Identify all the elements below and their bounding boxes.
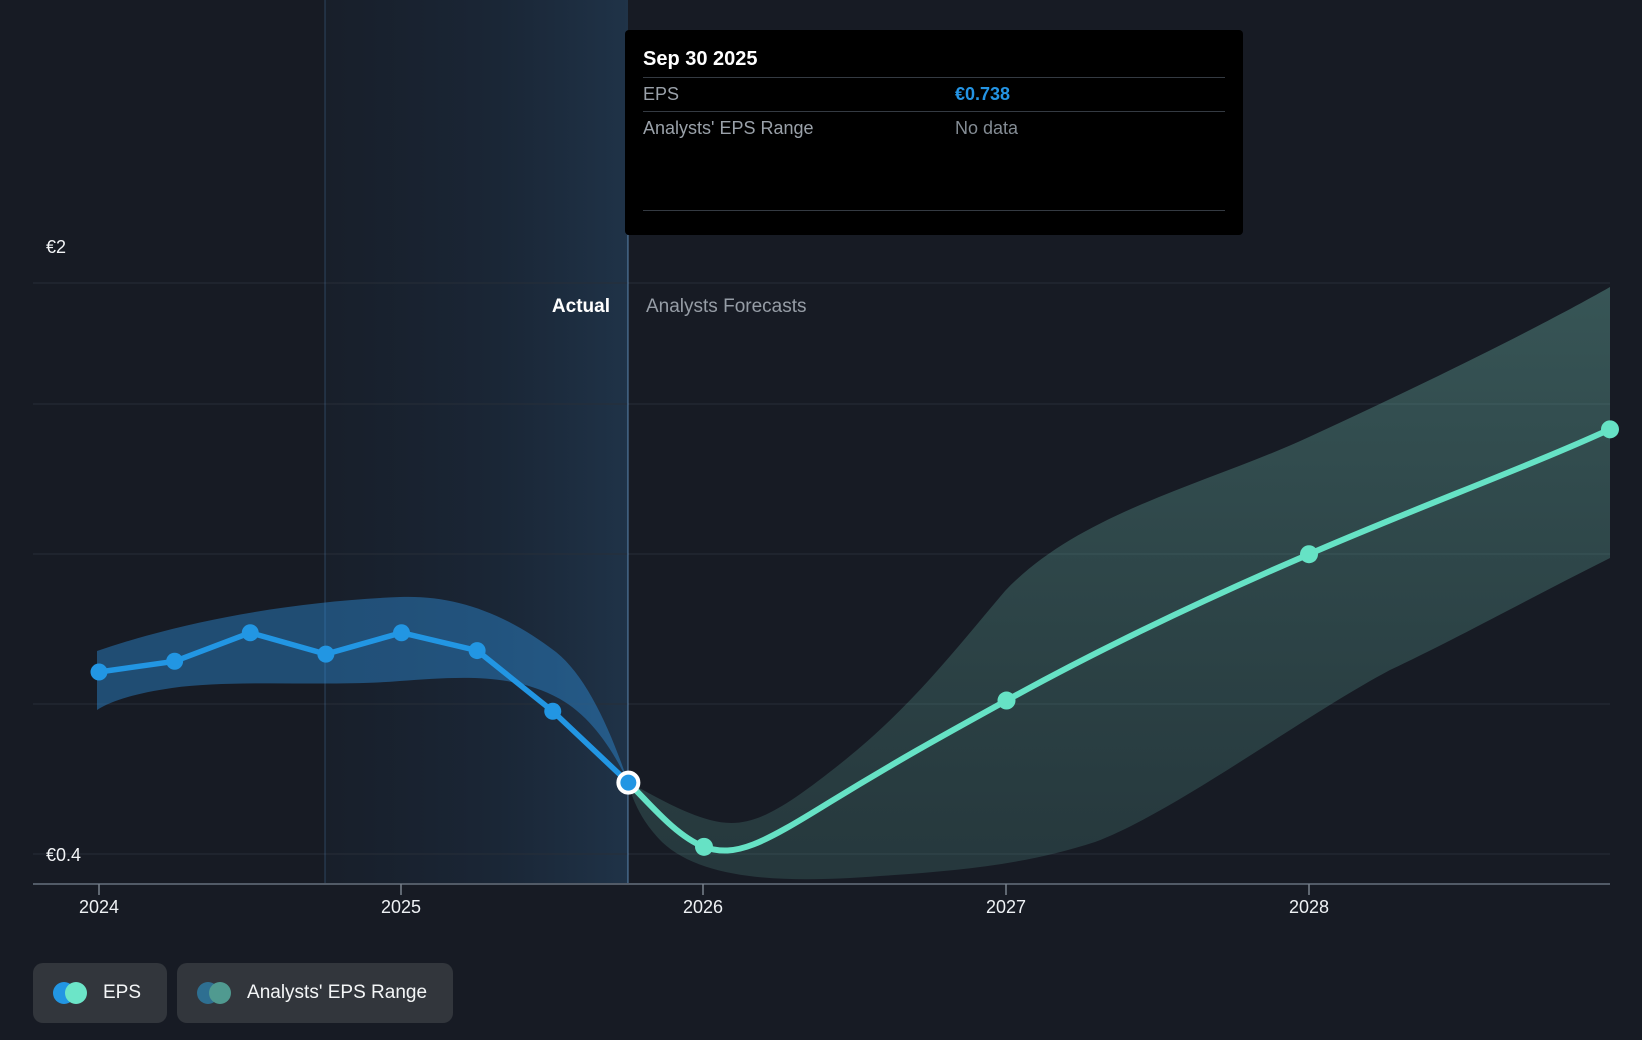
tooltip-row-eps: EPS €0.738 bbox=[643, 77, 1225, 111]
analysts-range-series-icon bbox=[197, 982, 232, 1004]
tooltip-eps-value: €0.738 bbox=[955, 84, 1011, 104]
analysts-eps-range-band bbox=[628, 287, 1610, 880]
data-point[interactable] bbox=[544, 702, 562, 720]
actual-data-points[interactable] bbox=[90, 624, 641, 795]
data-point[interactable] bbox=[166, 652, 184, 670]
data-point[interactable] bbox=[468, 642, 486, 660]
forecast-phase-label: Analysts Forecasts bbox=[646, 296, 807, 317]
x-tick-2026: 2026 bbox=[682, 897, 724, 917]
tooltip-date: Sep 30 2025 bbox=[643, 48, 758, 70]
data-point[interactable] bbox=[695, 837, 713, 856]
legend-pill-analysts-eps-range[interactable]: Analysts' EPS Range bbox=[177, 963, 454, 1023]
data-point[interactable] bbox=[1300, 545, 1318, 564]
data-point[interactable] bbox=[241, 624, 259, 642]
x-tick-2025: 2025 bbox=[380, 897, 422, 917]
tooltip-eps-label: EPS bbox=[643, 84, 680, 104]
actual-eps-line bbox=[96, 629, 632, 786]
eps-series-icon bbox=[53, 982, 87, 1004]
tooltip-range-label: Analysts' EPS Range bbox=[643, 118, 814, 138]
data-point[interactable] bbox=[616, 770, 641, 795]
data-point[interactable] bbox=[90, 663, 108, 681]
x-tick-2028: 2028 bbox=[1288, 897, 1330, 917]
data-point[interactable] bbox=[1600, 420, 1619, 439]
highlight-window bbox=[325, 0, 628, 884]
data-point[interactable] bbox=[393, 624, 410, 642]
x-tick-2024: 2024 bbox=[78, 897, 120, 917]
tooltip-range-value: No data bbox=[955, 118, 1019, 138]
data-point[interactable] bbox=[997, 691, 1016, 710]
chart-tooltip: Sep 30 2025 EPS €0.738 Analysts' EPS Ran… bbox=[625, 30, 1243, 235]
legend-analysts-range-label: Analysts' EPS Range bbox=[247, 982, 428, 1003]
tooltip-footer-divider bbox=[643, 210, 1225, 211]
x-axis bbox=[33, 883, 1610, 895]
y-axis-label-min: €0.4 bbox=[46, 845, 82, 865]
legend-pill-eps[interactable]: EPS bbox=[33, 963, 168, 1023]
legend: EPS Analysts' EPS Range bbox=[33, 963, 454, 1023]
y-axis-label-max: €2 bbox=[46, 237, 67, 257]
tooltip-range-row: Analysts' EPS Range No data bbox=[643, 111, 1225, 145]
forecast-data-points[interactable] bbox=[695, 420, 1619, 856]
legend-eps-label: EPS bbox=[103, 982, 142, 1003]
data-point[interactable] bbox=[317, 645, 335, 663]
actual-phase-label: Actual bbox=[551, 296, 610, 317]
x-tick-2027: 2027 bbox=[985, 897, 1027, 917]
